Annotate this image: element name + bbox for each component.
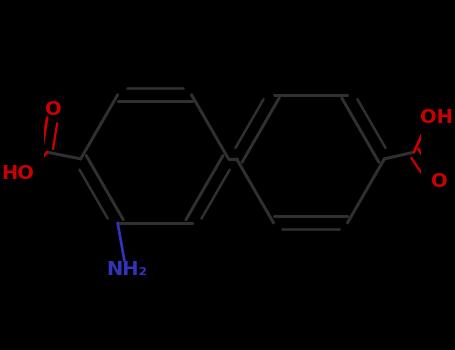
Text: O: O xyxy=(46,100,62,119)
Text: OH: OH xyxy=(420,108,453,127)
Text: NH₂: NH₂ xyxy=(106,260,147,279)
Text: O: O xyxy=(431,172,448,191)
Text: HO: HO xyxy=(1,164,34,183)
